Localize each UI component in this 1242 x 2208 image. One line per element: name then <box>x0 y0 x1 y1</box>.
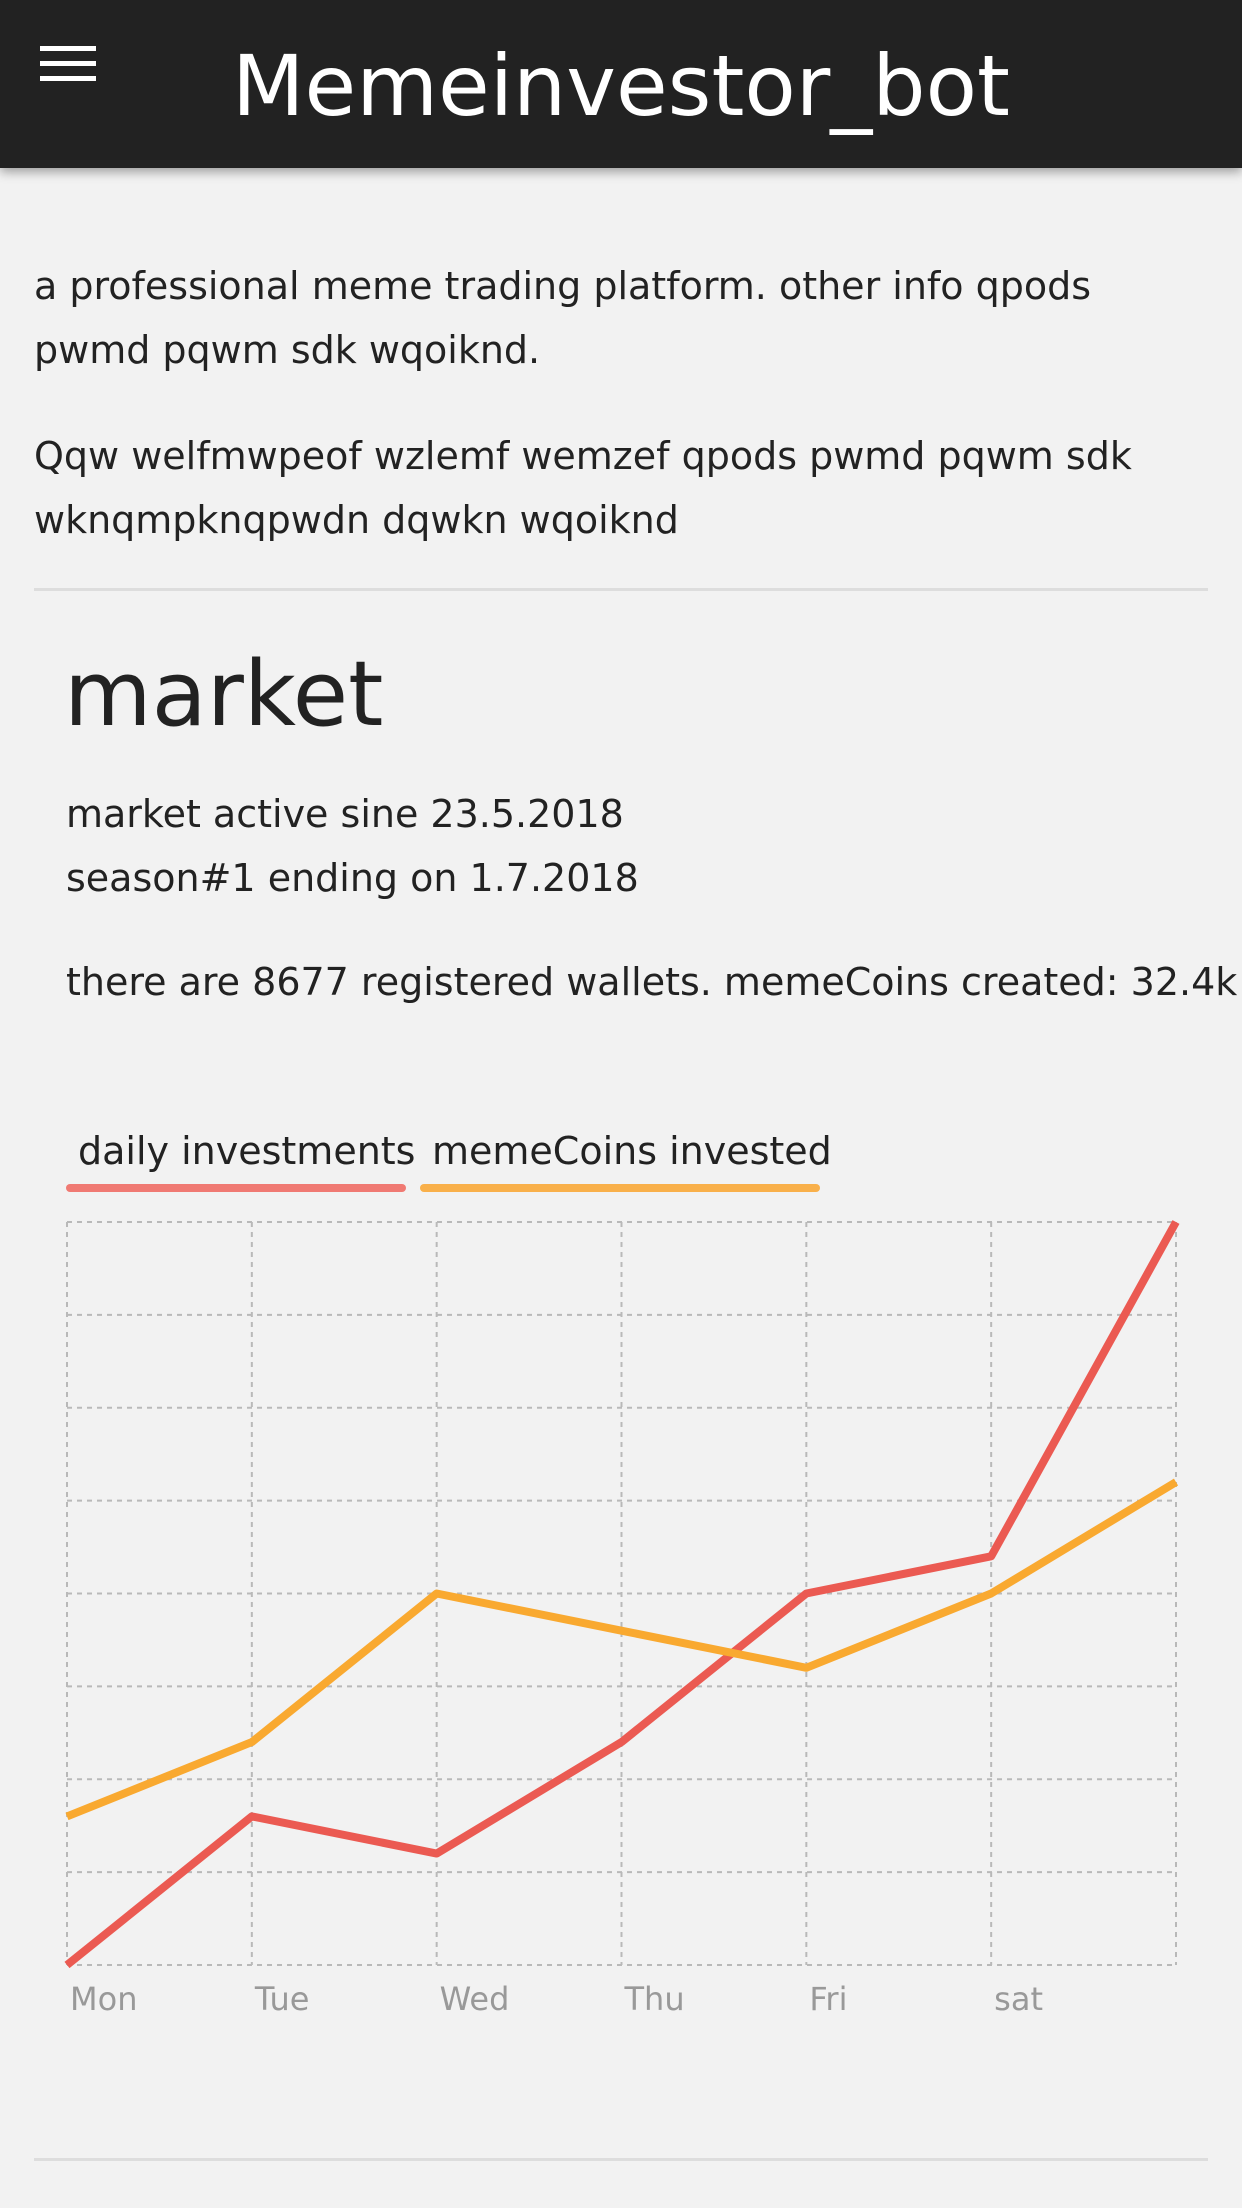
season-info: season#1 ending on 1.7.2018 <box>66 856 639 900</box>
menu-button[interactable] <box>40 44 140 124</box>
x-tick-label: sat <box>994 1980 1043 2018</box>
x-tick-label: Tue <box>254 1980 310 2018</box>
intro-text: a professional meme trading platform. ot… <box>34 264 1092 372</box>
app-bar: Memeinvestor_bot <box>0 0 1242 168</box>
series-line-daily-investments <box>64 1220 1180 1969</box>
series-line-memecoins-invested <box>65 1478 1179 1821</box>
market-title: market <box>64 642 384 747</box>
tab-memecoins-invested[interactable]: memeCoins invested <box>420 1120 832 1192</box>
tab-underline <box>66 1184 406 1192</box>
section-divider-bottom <box>34 2158 1208 2161</box>
tab-label: memeCoins invested <box>432 1129 832 1173</box>
x-tick-label: Thu <box>624 1980 685 2018</box>
tab-label: daily investments <box>78 1129 416 1173</box>
x-tick-label: Mon <box>70 1980 137 2018</box>
tab-underline <box>420 1184 820 1192</box>
tab-daily-investments[interactable]: daily investments <box>66 1120 415 1192</box>
x-tick-label: Fri <box>809 1980 847 2018</box>
section-divider <box>34 588 1208 591</box>
hamburger-menu-icon <box>40 46 96 81</box>
intro-text-secondary: Qqw welfmwpeof wzlemf wemzef qpods pwmd … <box>34 434 1132 542</box>
market-active-since: market active sine 23.5.2018 <box>66 792 624 836</box>
app-title: Memeinvestor_bot <box>232 37 1010 135</box>
market-stats: there are 8677 registered wallets. memeC… <box>66 960 1238 1004</box>
x-tick-label: Wed <box>440 1980 510 2018</box>
